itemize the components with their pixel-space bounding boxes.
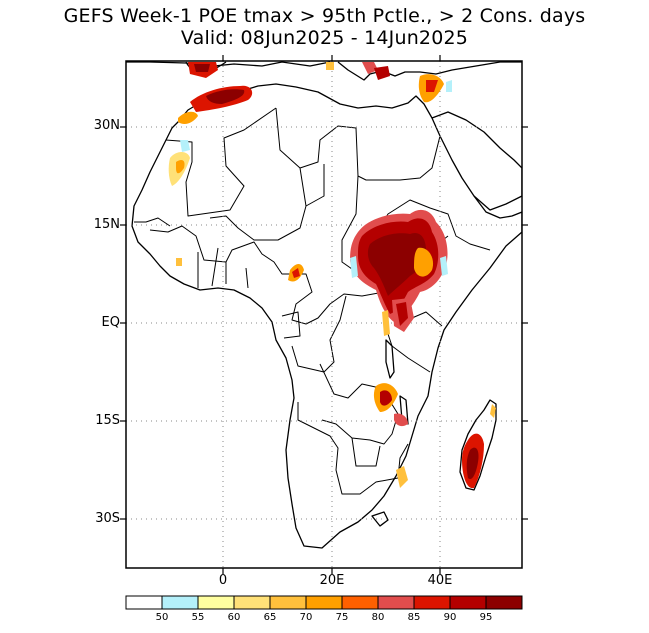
colorbar-swatch	[125, 595, 163, 610]
probability-shading	[168, 62, 496, 489]
lon-label-0: 0	[218, 573, 228, 588]
colorbar-label: 80	[372, 612, 385, 623]
colorbar-swatch	[377, 595, 415, 610]
colorbar-swatch	[485, 595, 523, 610]
map-title: GEFS Week-1 POE tmax > 95th Pctle., > 2 …	[63, 5, 586, 27]
colorbar-label: 60	[228, 612, 241, 623]
map-subtitle: Valid: 08Jun2025 - 14Jun2025	[180, 27, 469, 49]
colorbar-label: 95	[480, 612, 493, 623]
colorbar-swatch	[197, 595, 235, 610]
colorbar-label: 75	[336, 612, 349, 623]
lon-label-20e: 20E	[319, 573, 345, 588]
colorbar-swatch	[305, 595, 343, 610]
country-borders	[134, 107, 491, 495]
lon-label-40e: 40E	[427, 573, 453, 588]
lat-label-15n: 15N	[93, 217, 120, 232]
colorbar-swatch	[161, 595, 199, 610]
colorbar-swatch	[449, 595, 487, 610]
colorbar-label: 65	[264, 612, 277, 623]
colorbar-label: 90	[444, 612, 457, 623]
lat-label-30n: 30N	[93, 118, 120, 133]
lat-label-15s: 15S	[95, 413, 120, 428]
colorbar-label: 70	[300, 612, 313, 623]
colorbar-label: 85	[408, 612, 421, 623]
map-area	[126, 61, 522, 568]
colorbar-swatch	[341, 595, 379, 610]
lat-label-eq: EQ	[101, 315, 120, 330]
colorbar-swatch	[269, 595, 307, 610]
lat-label-30s: 30S	[95, 511, 120, 526]
colorbar-label: 50	[156, 612, 169, 623]
colorbar-label: 55	[192, 612, 205, 623]
gridlines	[126, 61, 522, 568]
colorbar: 50 55 60 65 70 75 80 85 90 95	[125, 595, 523, 623]
coastlines	[126, 61, 522, 549]
axis-ticks	[120, 55, 528, 574]
colorbar-swatch	[233, 595, 271, 610]
colorbar-swatch	[413, 595, 451, 610]
map-frame	[125, 60, 523, 569]
